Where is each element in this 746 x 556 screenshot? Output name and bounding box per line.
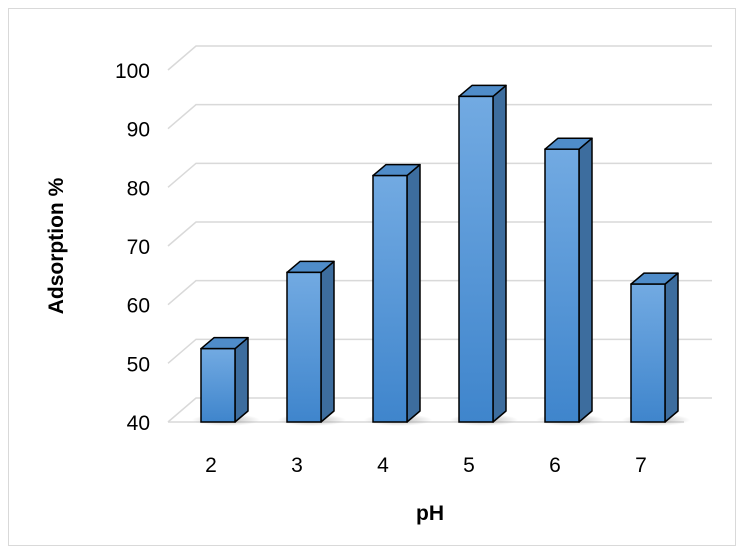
y-tick-label: 40 [127,412,150,435]
y-tick-label: 70 [127,236,150,259]
bar-front [630,283,666,423]
bar-side [578,137,593,423]
gridlines [167,45,712,423]
y-tick-label: 100 [115,60,150,83]
y-axis-title: Adsorption % [45,177,68,314]
bar-side [406,163,421,423]
bar-front [372,174,408,423]
gridline [167,162,712,188]
gridline [167,397,712,423]
y-tick-label: 90 [127,119,150,142]
x-tick-label: 5 [463,454,475,477]
x-tick-label: 2 [205,454,217,477]
bar-front [544,148,580,423]
y-tick-label: 60 [127,295,150,318]
gridline [167,279,712,306]
bar-front [458,95,494,423]
bar-side [492,84,507,423]
x-tick-label: 7 [635,454,647,477]
bar-front [200,347,236,423]
bar-side [234,336,249,423]
bar [364,163,432,426]
gridline [167,45,712,71]
x-tick-label: 4 [377,454,389,477]
bar-front [286,271,322,423]
bar [450,84,518,426]
bar [278,260,346,426]
bars [192,84,690,426]
gridline [167,338,712,364]
x-axis-ticks: 2 3 4 5 6 7 [205,454,647,477]
y-axis-ticks: 40 50 60 70 80 90 100 [115,60,150,435]
x-axis-title: pH [416,502,444,525]
bar [536,137,604,426]
chart-area [8,8,736,546]
x-tick-label: 3 [291,454,303,477]
bar-side [320,260,335,423]
x-tick-label: 6 [549,454,561,477]
gridline [167,103,712,130]
bar [622,272,690,426]
bar-side [664,272,679,423]
y-tick-label: 50 [127,353,150,376]
y-tick-label: 80 [127,177,150,200]
gridline [167,221,712,247]
bar [192,336,260,426]
